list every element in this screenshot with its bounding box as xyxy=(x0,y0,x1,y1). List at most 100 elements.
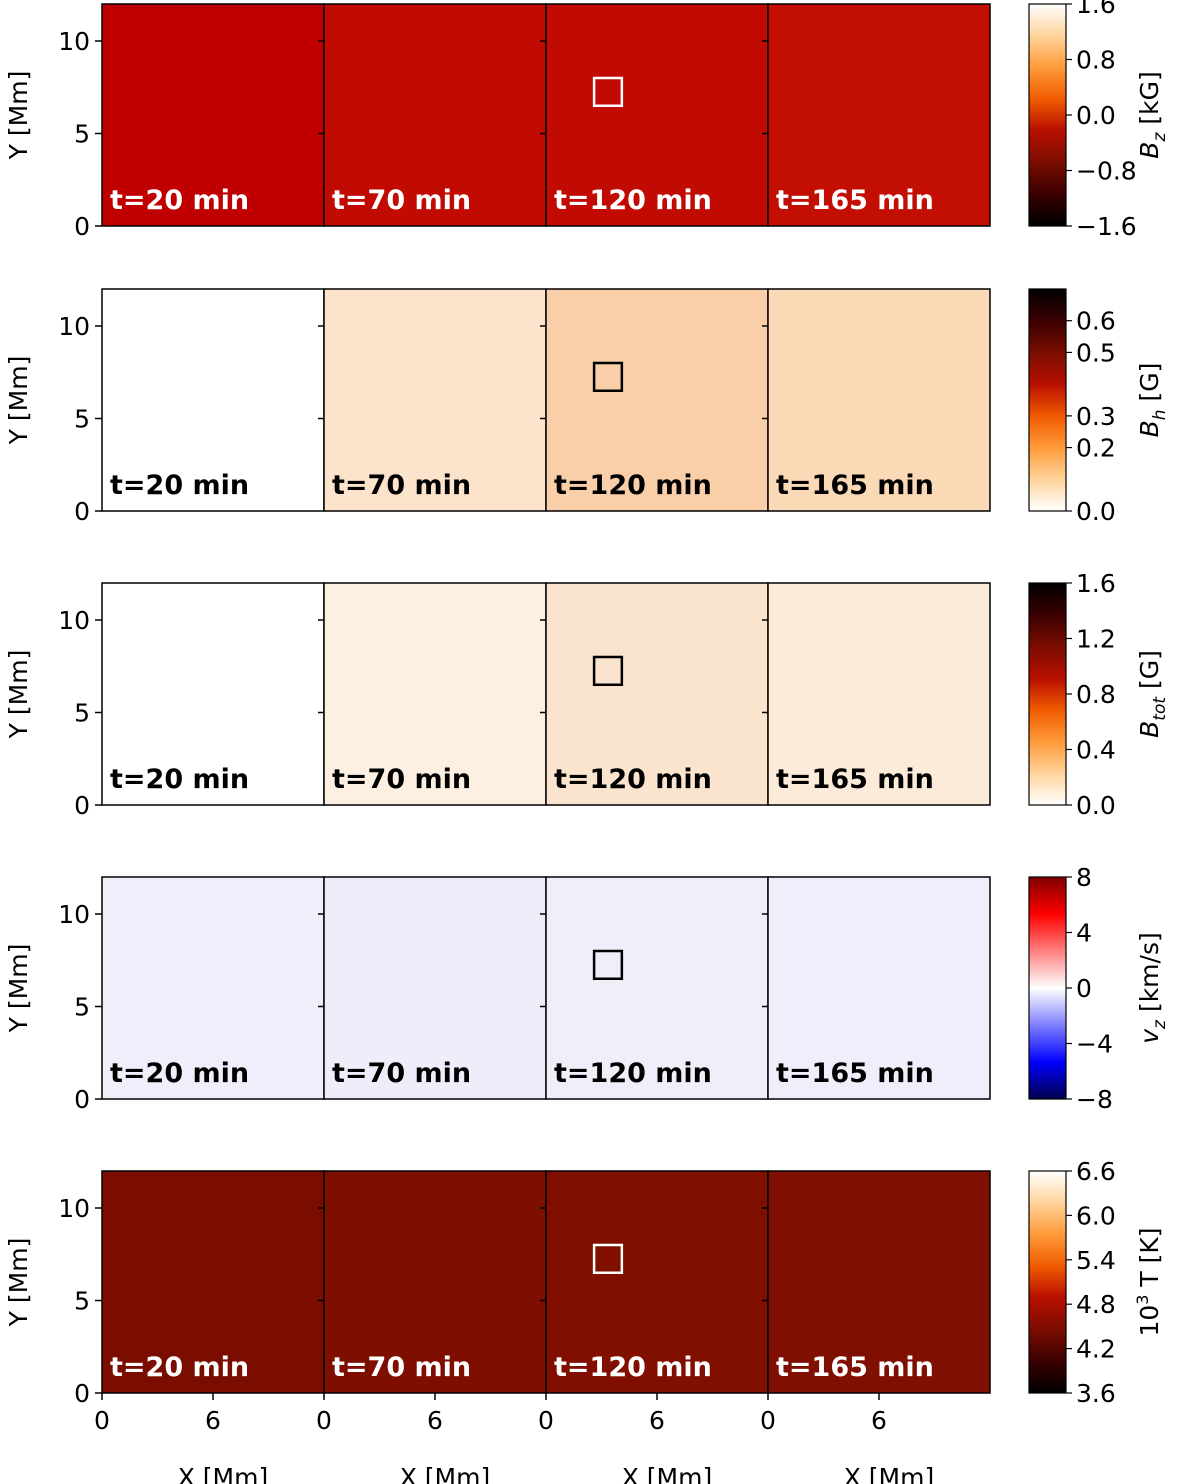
colorbar-tick-label: 0.0 xyxy=(1076,791,1116,820)
colorbar-label-sub: z xyxy=(1150,1019,1170,1030)
time-label: t=120 min xyxy=(554,764,712,795)
colorbar-tick-label: 1.6 xyxy=(1076,569,1116,598)
highlight-box xyxy=(592,949,624,980)
colorbar-tick-label: 4.8 xyxy=(1076,1290,1116,1319)
time-label: t=165 min xyxy=(776,764,934,795)
row-Btot: t=20 min t=70 min t=120 min t=165 min 0 5 10 Y … xyxy=(4,569,1170,820)
time-label: t=20 min xyxy=(110,470,249,501)
time-label: t=70 min xyxy=(332,764,471,795)
colorbar-label-unit: [G] xyxy=(1135,363,1164,410)
colorbar-tick-label: 3.6 xyxy=(1076,1379,1116,1408)
colorbar-label-unit: [kG] xyxy=(1135,71,1164,132)
colorbar-tick-label: −1.6 xyxy=(1076,212,1137,241)
colorbar-tick-label: 5.4 xyxy=(1076,1246,1116,1275)
x-axis: 0 6 X [Mm] 0 6 X [Mm] 0 6 X [Mm] 0 6 X [Mm] xyxy=(94,1393,934,1484)
y-tick-label: 0 xyxy=(74,1085,90,1114)
x-tick-label: 6 xyxy=(205,1406,221,1435)
heatmap-panel-Bh-0 xyxy=(101,288,325,512)
colorbar-tick-label: 0.0 xyxy=(1076,101,1116,130)
colorbar-tick-label: 0 xyxy=(1076,974,1092,1003)
heatmap-panel-T-3 xyxy=(767,1170,991,1394)
colorbar-tick-label: 8 xyxy=(1076,863,1092,892)
heatmap-panel-Bz-1 xyxy=(323,3,547,227)
row-T: t=20 min t=70 min t=120 min t=165 min 0 5 10 Y … xyxy=(4,1157,1164,1408)
colorbar-tick-label: 0.3 xyxy=(1076,402,1116,431)
colorbar-T xyxy=(1028,1170,1067,1394)
time-label: t=120 min xyxy=(554,185,712,216)
y-tick-label: 5 xyxy=(74,120,90,149)
highlight-box xyxy=(592,1243,624,1274)
colorbar-tick-label: 1.2 xyxy=(1076,625,1116,654)
row-Bz: t=20 min t=70 min t=120 min t=165 min 0 5 10 Y … xyxy=(4,0,1170,241)
colorbar-label-main: B xyxy=(1135,420,1164,437)
heatmap-panel-Btot-3 xyxy=(767,582,991,806)
y-tick-label: 10 xyxy=(58,900,90,929)
colorbar-label-sub: h xyxy=(1150,409,1170,420)
time-label: t=70 min xyxy=(332,470,471,501)
colorbar-tick-label: 0.4 xyxy=(1076,736,1116,765)
x-tick-label: 0 xyxy=(538,1406,554,1435)
x-tick-label: 6 xyxy=(649,1406,665,1435)
colorbar-Btot xyxy=(1028,582,1067,806)
time-label: t=165 min xyxy=(776,185,934,216)
colorbar-tick-label: 6.6 xyxy=(1076,1157,1116,1186)
y-tick-label: 10 xyxy=(58,312,90,341)
colorbar-label-main: v xyxy=(1135,1028,1164,1044)
x-tick-label: 6 xyxy=(871,1406,887,1435)
time-label: t=165 min xyxy=(776,470,934,501)
row-Bh: t=20 min t=70 min t=120 min t=165 min 0 5 10 Y … xyxy=(4,288,1170,526)
heatmap-panel-vz-0 xyxy=(101,876,325,1100)
colorbar-label-main: B xyxy=(1135,142,1164,159)
highlight-box xyxy=(592,655,624,686)
colorbar-label-sub: tot xyxy=(1150,696,1170,721)
y-axis-label: Y [Mm] xyxy=(4,650,33,740)
y-tick-label: 0 xyxy=(74,791,90,820)
heatmap-panel-vz-1 xyxy=(323,876,547,1100)
colorbar-tick-label: 0.0 xyxy=(1076,497,1116,526)
y-axis-label: Y [Mm] xyxy=(4,944,33,1034)
heatmap-panel-Bz-2 xyxy=(545,3,769,227)
heatmap-panel-Bh-3 xyxy=(767,288,991,512)
time-label: t=165 min xyxy=(776,1352,934,1383)
heatmap-panel-Bz-3 xyxy=(767,3,991,227)
y-axis-label: Y [Mm] xyxy=(4,356,33,446)
y-tick-label: 5 xyxy=(74,1287,90,1316)
time-label: t=20 min xyxy=(110,764,249,795)
heatmap-panel-Bh-1 xyxy=(323,288,547,512)
x-tick-label: 6 xyxy=(427,1406,443,1435)
heatmap-panel-Btot-2 xyxy=(545,582,769,806)
time-label: t=20 min xyxy=(110,1058,249,1089)
colorbar-tick-label: 0.6 xyxy=(1076,307,1116,336)
colorbar-label: vz [km/s] xyxy=(1135,932,1170,1043)
colorbar-tick-label: 0.8 xyxy=(1076,680,1116,709)
x-tick-label: 0 xyxy=(94,1406,110,1435)
heatmap-panel-T-0 xyxy=(101,1170,325,1394)
colorbar-label: 103 T [K] xyxy=(1133,1227,1164,1336)
time-label: t=70 min xyxy=(332,1352,471,1383)
x-axis-label: X [Mm] xyxy=(400,1463,491,1484)
y-tick-label: 5 xyxy=(74,993,90,1022)
highlight-box xyxy=(592,361,624,392)
heatmap-panel-Bh-2 xyxy=(545,288,769,512)
colorbar-Bz xyxy=(1028,3,1067,227)
highlight-box xyxy=(592,76,624,107)
colorbar-tick-label: −8 xyxy=(1076,1085,1113,1114)
heatmap-panel-vz-3 xyxy=(767,876,991,1100)
y-tick-label: 0 xyxy=(74,212,90,241)
heatmap-panel-T-2 xyxy=(545,1170,769,1394)
time-label: t=20 min xyxy=(110,185,249,216)
colorbar-Bh xyxy=(1028,288,1067,512)
colorbar-label: Btot [G] xyxy=(1135,650,1170,738)
x-axis-label: X [Mm] xyxy=(178,1463,269,1484)
y-axis-label: Y [Mm] xyxy=(4,1238,33,1328)
time-label: t=70 min xyxy=(332,185,471,216)
plot-root: t=20 min t=70 min t=120 min t=165 min 0 5 10 Y … xyxy=(4,0,1170,1484)
y-tick-label: 5 xyxy=(74,405,90,434)
heatmap-panel-Bz-0 xyxy=(101,3,325,227)
y-tick-label: 10 xyxy=(58,1194,90,1223)
y-tick-label: 10 xyxy=(58,606,90,635)
y-axis-label: Y [Mm] xyxy=(4,71,33,161)
colorbar-tick-label: 4.2 xyxy=(1076,1335,1116,1364)
time-label: t=120 min xyxy=(554,470,712,501)
colorbar-label: Bz [kG] xyxy=(1135,71,1170,158)
